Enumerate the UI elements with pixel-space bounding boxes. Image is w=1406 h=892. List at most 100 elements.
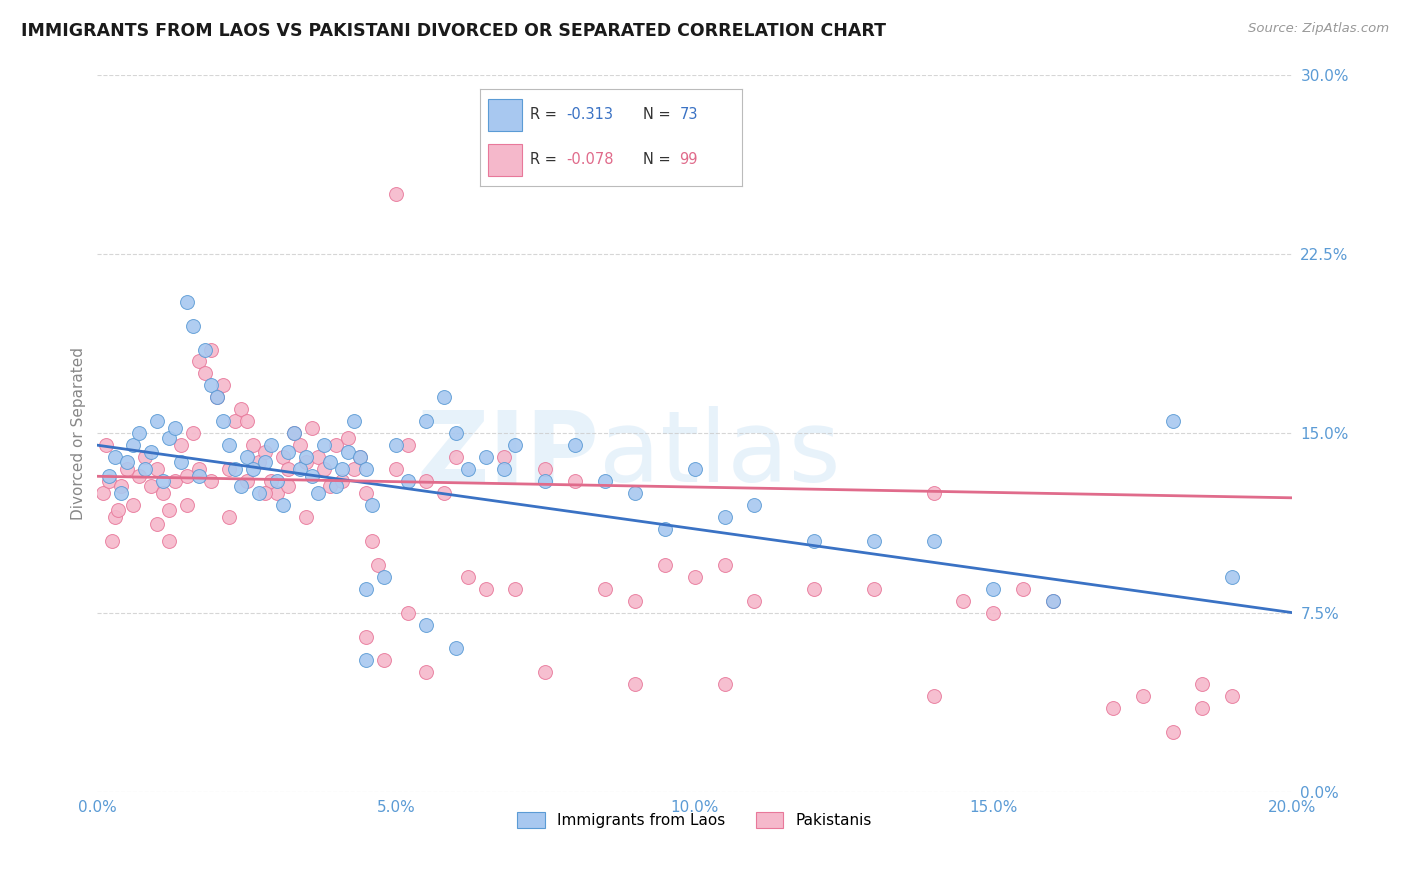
Point bbox=[624, 677, 647, 691]
Point bbox=[457, 570, 479, 584]
Point bbox=[492, 462, 515, 476]
Point bbox=[349, 450, 371, 465]
Point bbox=[247, 455, 270, 469]
Point bbox=[354, 630, 377, 644]
Point bbox=[505, 582, 527, 596]
Point bbox=[253, 486, 276, 500]
Point bbox=[253, 455, 276, 469]
Point bbox=[444, 426, 467, 441]
Point bbox=[242, 462, 264, 476]
Point bbox=[170, 438, 193, 452]
Point bbox=[314, 438, 336, 452]
Point bbox=[1042, 593, 1064, 607]
Point bbox=[385, 438, 408, 452]
Point bbox=[259, 438, 281, 452]
Point bbox=[343, 462, 366, 476]
Point bbox=[1161, 414, 1184, 428]
Point bbox=[271, 450, 294, 465]
Point bbox=[444, 641, 467, 656]
Point bbox=[952, 593, 974, 607]
Point bbox=[128, 469, 150, 483]
Point bbox=[863, 533, 886, 548]
Point bbox=[235, 474, 257, 488]
Point bbox=[152, 486, 174, 500]
Point bbox=[176, 469, 198, 483]
Text: ZIP: ZIP bbox=[416, 406, 599, 503]
Point bbox=[534, 474, 557, 488]
Point bbox=[373, 570, 395, 584]
Legend: Immigrants from Laos, Pakistanis: Immigrants from Laos, Pakistanis bbox=[512, 806, 879, 835]
Point bbox=[654, 558, 676, 572]
Point bbox=[330, 462, 353, 476]
Point bbox=[110, 479, 132, 493]
Point bbox=[187, 354, 209, 368]
Point bbox=[187, 469, 209, 483]
Point bbox=[330, 474, 353, 488]
Point bbox=[194, 343, 217, 357]
Point bbox=[922, 690, 945, 704]
Point bbox=[295, 510, 318, 524]
Point bbox=[200, 378, 222, 392]
Point bbox=[654, 522, 676, 536]
Point bbox=[354, 653, 377, 667]
Point bbox=[235, 414, 257, 428]
Point bbox=[122, 438, 145, 452]
Point bbox=[157, 533, 180, 548]
Point bbox=[343, 414, 366, 428]
Point bbox=[242, 438, 264, 452]
Point bbox=[415, 474, 437, 488]
Point bbox=[211, 378, 233, 392]
Point bbox=[1220, 690, 1243, 704]
Point bbox=[277, 479, 299, 493]
Point bbox=[301, 421, 323, 435]
Point bbox=[176, 498, 198, 512]
Point bbox=[1012, 582, 1035, 596]
Point bbox=[266, 486, 288, 500]
Point bbox=[593, 582, 616, 596]
Point bbox=[713, 677, 735, 691]
Point bbox=[325, 438, 347, 452]
Point bbox=[415, 617, 437, 632]
Point bbox=[290, 438, 312, 452]
Point bbox=[122, 498, 145, 512]
Point bbox=[301, 469, 323, 483]
Point bbox=[564, 438, 586, 452]
Point bbox=[319, 479, 342, 493]
Point bbox=[200, 474, 222, 488]
Point bbox=[181, 426, 204, 441]
Point bbox=[683, 462, 706, 476]
Point bbox=[163, 421, 186, 435]
Point bbox=[98, 474, 121, 488]
Point bbox=[922, 486, 945, 500]
Y-axis label: Divorced or Separated: Divorced or Separated bbox=[72, 347, 86, 520]
Point bbox=[433, 390, 456, 404]
Point bbox=[104, 510, 127, 524]
Point bbox=[290, 462, 312, 476]
Text: Source: ZipAtlas.com: Source: ZipAtlas.com bbox=[1249, 22, 1389, 36]
Point bbox=[229, 402, 252, 417]
Point bbox=[444, 450, 467, 465]
Point bbox=[307, 450, 329, 465]
Point bbox=[134, 462, 156, 476]
Point bbox=[922, 533, 945, 548]
Point bbox=[803, 533, 825, 548]
Point bbox=[152, 474, 174, 488]
Point bbox=[235, 450, 257, 465]
Point bbox=[163, 474, 186, 488]
Point bbox=[354, 462, 377, 476]
Point bbox=[713, 510, 735, 524]
Point bbox=[104, 450, 127, 465]
Point bbox=[337, 445, 360, 459]
Point bbox=[283, 426, 305, 441]
Point bbox=[96, 438, 118, 452]
Point bbox=[354, 582, 377, 596]
Point bbox=[433, 486, 456, 500]
Point bbox=[744, 593, 766, 607]
Text: atlas: atlas bbox=[599, 406, 841, 503]
Text: IMMIGRANTS FROM LAOS VS PAKISTANI DIVORCED OR SEPARATED CORRELATION CHART: IMMIGRANTS FROM LAOS VS PAKISTANI DIVORC… bbox=[21, 22, 886, 40]
Point bbox=[457, 462, 479, 476]
Point bbox=[253, 445, 276, 459]
Point bbox=[277, 462, 299, 476]
Point bbox=[157, 502, 180, 516]
Point bbox=[176, 294, 198, 309]
